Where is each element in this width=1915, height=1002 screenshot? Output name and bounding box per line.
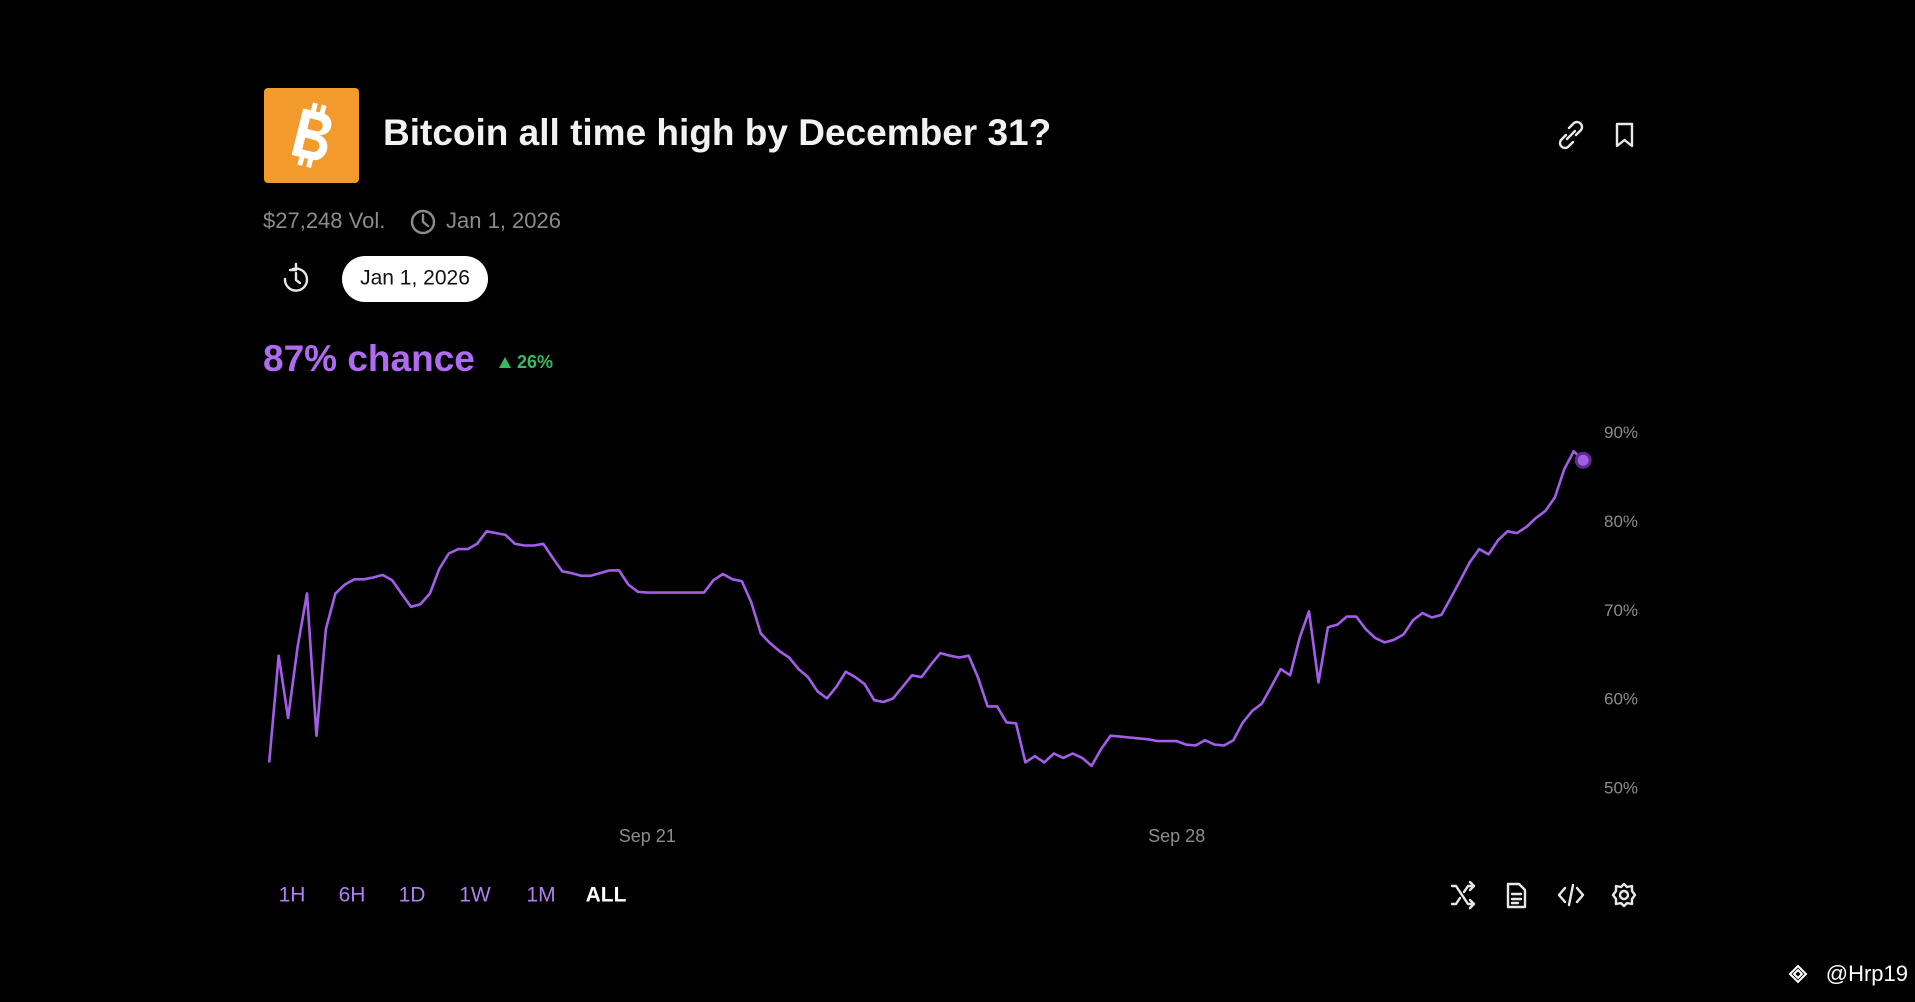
- document-icon[interactable]: [1506, 882, 1527, 909]
- bookmark-icon[interactable]: [1615, 122, 1634, 148]
- range-button[interactable]: 1W: [459, 884, 491, 907]
- shuffle-icon[interactable]: [1450, 880, 1476, 910]
- end-date: Jan 1, 2026: [446, 208, 561, 233]
- last-point: [1574, 451, 1592, 469]
- change-arrow: [499, 357, 511, 368]
- title: Bitcoin all time high by December 31?: [383, 112, 1051, 153]
- y-tick-label: 90%: [1604, 423, 1638, 442]
- link-icon[interactable]: [1558, 120, 1584, 150]
- range-button[interactable]: 1M: [526, 884, 555, 907]
- range-button[interactable]: ALL: [586, 884, 627, 907]
- history-icon[interactable]: [283, 262, 309, 292]
- binance-logo: [1788, 964, 1808, 984]
- x-tick-label: Sep 21: [619, 826, 676, 846]
- range-button[interactable]: 1H: [279, 884, 306, 907]
- y-tick-label: 80%: [1604, 512, 1638, 531]
- clock-icon: [410, 209, 436, 235]
- price-line: [267, 450, 1585, 768]
- bitcoin-glyph: [291, 102, 332, 168]
- date-pill-label[interactable]: Jan 1, 2026: [360, 267, 470, 290]
- code-icon[interactable]: [1557, 883, 1585, 907]
- watermark: @Hrp19: [1826, 961, 1908, 986]
- date-pill[interactable]: [342, 256, 488, 302]
- volume: $27,248 Vol.: [263, 208, 385, 233]
- range-button[interactable]: 1D: [399, 884, 426, 907]
- chance: 87% chance: [263, 338, 475, 379]
- x-tick-label: Sep 28: [1148, 826, 1205, 846]
- settings-icon[interactable]: [1611, 882, 1637, 908]
- range-button[interactable]: 6H: [339, 884, 366, 907]
- y-tick-label: 60%: [1604, 690, 1638, 709]
- y-tick-label: 70%: [1604, 601, 1638, 620]
- tool-icons: [1450, 880, 1637, 910]
- y-tick-label: 50%: [1604, 779, 1638, 798]
- change: 26%: [517, 352, 553, 372]
